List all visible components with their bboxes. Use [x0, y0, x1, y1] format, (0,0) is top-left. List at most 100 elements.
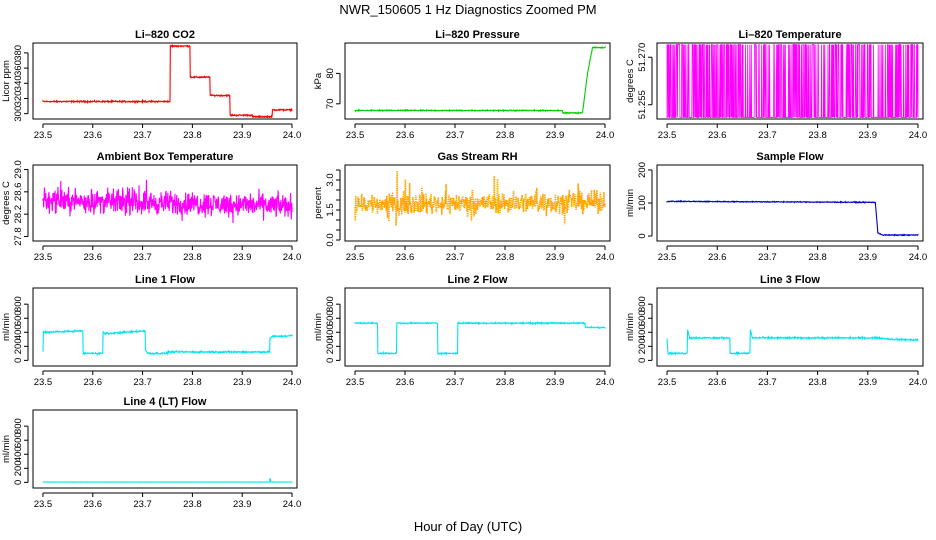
- y-tick-label: 400: [13, 324, 24, 340]
- x-tick-label: 23.7: [446, 377, 465, 388]
- y-axis-label: ml/min: [1, 313, 12, 341]
- y-tick-label: 400: [637, 324, 648, 340]
- panel-title: Sample Flow: [756, 151, 824, 163]
- y-tick-label: 600: [637, 310, 648, 326]
- y-tick-label: 400: [13, 446, 24, 462]
- y-tick-label: 320: [13, 91, 24, 107]
- y-axis-label: Licor ppm: [1, 60, 12, 102]
- x-tick-label: 24.0: [283, 499, 302, 510]
- x-tick-label: 23.6: [708, 252, 727, 263]
- x-tick-label: 23.6: [84, 252, 103, 263]
- panel-title: Line 1 Flow: [135, 274, 195, 286]
- y-tick-label: 3.0: [325, 173, 336, 186]
- x-tick-label: 23.9: [546, 377, 565, 388]
- x-tick-label: 23.5: [34, 499, 53, 510]
- panel-title: Line 2 Flow: [448, 274, 508, 286]
- y-axis: 51.255 51.270: [637, 43, 653, 119]
- x-axis: 23.5 23.6 23.7 23.8 23.9 24.0: [34, 245, 301, 263]
- x-tick-label: 23.6: [708, 130, 727, 141]
- y-axis: 70 80: [325, 68, 341, 110]
- x-tick-label: 24.0: [596, 130, 615, 141]
- plot-frame: [656, 164, 924, 242]
- y-tick-label: 800: [637, 296, 648, 312]
- y-tick-label: 51.270: [637, 43, 648, 72]
- panel-box_temp: Ambient Box Temperature degrees C 23.5 23.6…: [1, 151, 301, 263]
- y-tick-label: 200: [637, 338, 648, 354]
- y-tick-label: 800: [13, 418, 24, 434]
- x-tick-label: 24.0: [283, 130, 302, 141]
- x-tick-label: 23.7: [758, 252, 777, 263]
- y-tick-label: 200: [13, 338, 24, 354]
- series-line-line2: [354, 320, 606, 356]
- x-axis: 23.5 23.6 23.7 23.8 23.9 24.0: [346, 123, 615, 141]
- y-tick-label: 80: [325, 68, 336, 79]
- series-line-line3: [666, 329, 919, 357]
- x-axis: 23.5 23.6 23.7 23.8 23.9 24.0: [34, 370, 302, 388]
- x-tick-label: 23.7: [446, 252, 465, 263]
- x-tick-label: 23.7: [758, 377, 777, 388]
- x-tick-label: 23.8: [183, 377, 202, 388]
- series-line-sample_flow: [666, 199, 919, 237]
- x-tick-label: 23.9: [859, 377, 878, 388]
- series-line-licor_temp: [666, 44, 919, 118]
- x-axis: 23.5 23.6 23.7 23.8 23.9 24.0: [346, 370, 615, 388]
- x-axis: 23.5 23.6 23.7 23.8 23.9 24.0: [658, 245, 927, 263]
- plot-frame: [32, 409, 298, 489]
- plot-frame: [32, 164, 298, 242]
- x-tick-label: 23.6: [396, 377, 415, 388]
- x-axis: 23.5 23.6 23.7 23.8 23.9 24.0: [346, 245, 615, 263]
- x-tick-label: 23.7: [446, 130, 465, 141]
- x-tick-label: 23.5: [658, 252, 677, 263]
- y-tick-label: 28.2: [13, 205, 24, 224]
- series-line-co2: [42, 44, 293, 118]
- y-axis-label: ml/min: [1, 435, 12, 463]
- plot-frame: [344, 287, 611, 367]
- series-line-box_temp: [42, 179, 293, 223]
- x-tick-label: 23.8: [183, 499, 202, 510]
- y-tick-label: 0.0: [325, 233, 336, 246]
- y-axis: 0.0 1.5 3.0: [325, 169, 341, 247]
- series-line-pressure: [354, 45, 606, 115]
- panel-line3: Line 3 Flow ml/min 23.5 23.6 23.7 23.8 23.9 24.…: [625, 274, 927, 388]
- plot-frame: [656, 287, 924, 367]
- y-tick-label: 29.0: [13, 160, 24, 179]
- x-tick-label: 23.6: [84, 499, 103, 510]
- x-tick-label: 23.7: [133, 252, 152, 263]
- x-tick-label: 23.7: [758, 130, 777, 141]
- x-tick-label: 24.0: [283, 377, 302, 388]
- y-tick-label: 51.255: [637, 90, 648, 119]
- plot-frame: [344, 164, 611, 242]
- panel-line2: Line 2 Flow ml/min 23.5 23.6 23.7 23.8 23.9 24.…: [313, 274, 614, 388]
- panel-title: Line 3 Flow: [760, 274, 820, 286]
- x-tick-label: 23.5: [346, 130, 365, 141]
- y-tick-label: 340: [13, 75, 24, 91]
- y-axis-label: degrees C: [1, 181, 12, 225]
- y-tick-label: 0: [637, 358, 648, 363]
- y-tick-label: 0: [13, 358, 24, 363]
- x-tick-label: 23.8: [808, 252, 827, 263]
- x-tick-label: 24.0: [909, 130, 928, 141]
- y-tick-label: 600: [325, 310, 336, 326]
- y-tick-label: 70: [325, 99, 336, 110]
- x-tick-label: 24.0: [596, 252, 615, 263]
- y-tick-label: 400: [325, 324, 336, 340]
- x-tick-label: 23.9: [859, 130, 878, 141]
- panel-sample_flow: Sample Flow ml/min 23.5 23.6 23.7 23.8 23.9 24.…: [625, 151, 927, 263]
- plot-frame: [32, 287, 298, 367]
- series-line-rh: [354, 170, 606, 226]
- panel-rh: Gas Stream RH percent 23.5 23.6 23.7 23.8 23.9…: [313, 151, 614, 263]
- y-tick-label: 380: [13, 45, 24, 61]
- x-tick-label: 23.7: [133, 130, 152, 141]
- x-tick-label: 23.6: [708, 377, 727, 388]
- x-tick-label: 24.0: [596, 377, 615, 388]
- x-axis: 23.5 23.6 23.7 23.8 23.9 24.0: [658, 123, 928, 141]
